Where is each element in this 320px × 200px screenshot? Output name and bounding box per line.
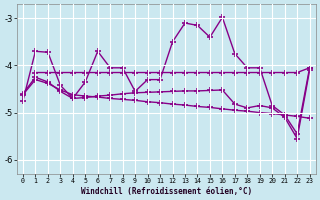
X-axis label: Windchill (Refroidissement éolien,°C): Windchill (Refroidissement éolien,°C): [81, 187, 252, 196]
